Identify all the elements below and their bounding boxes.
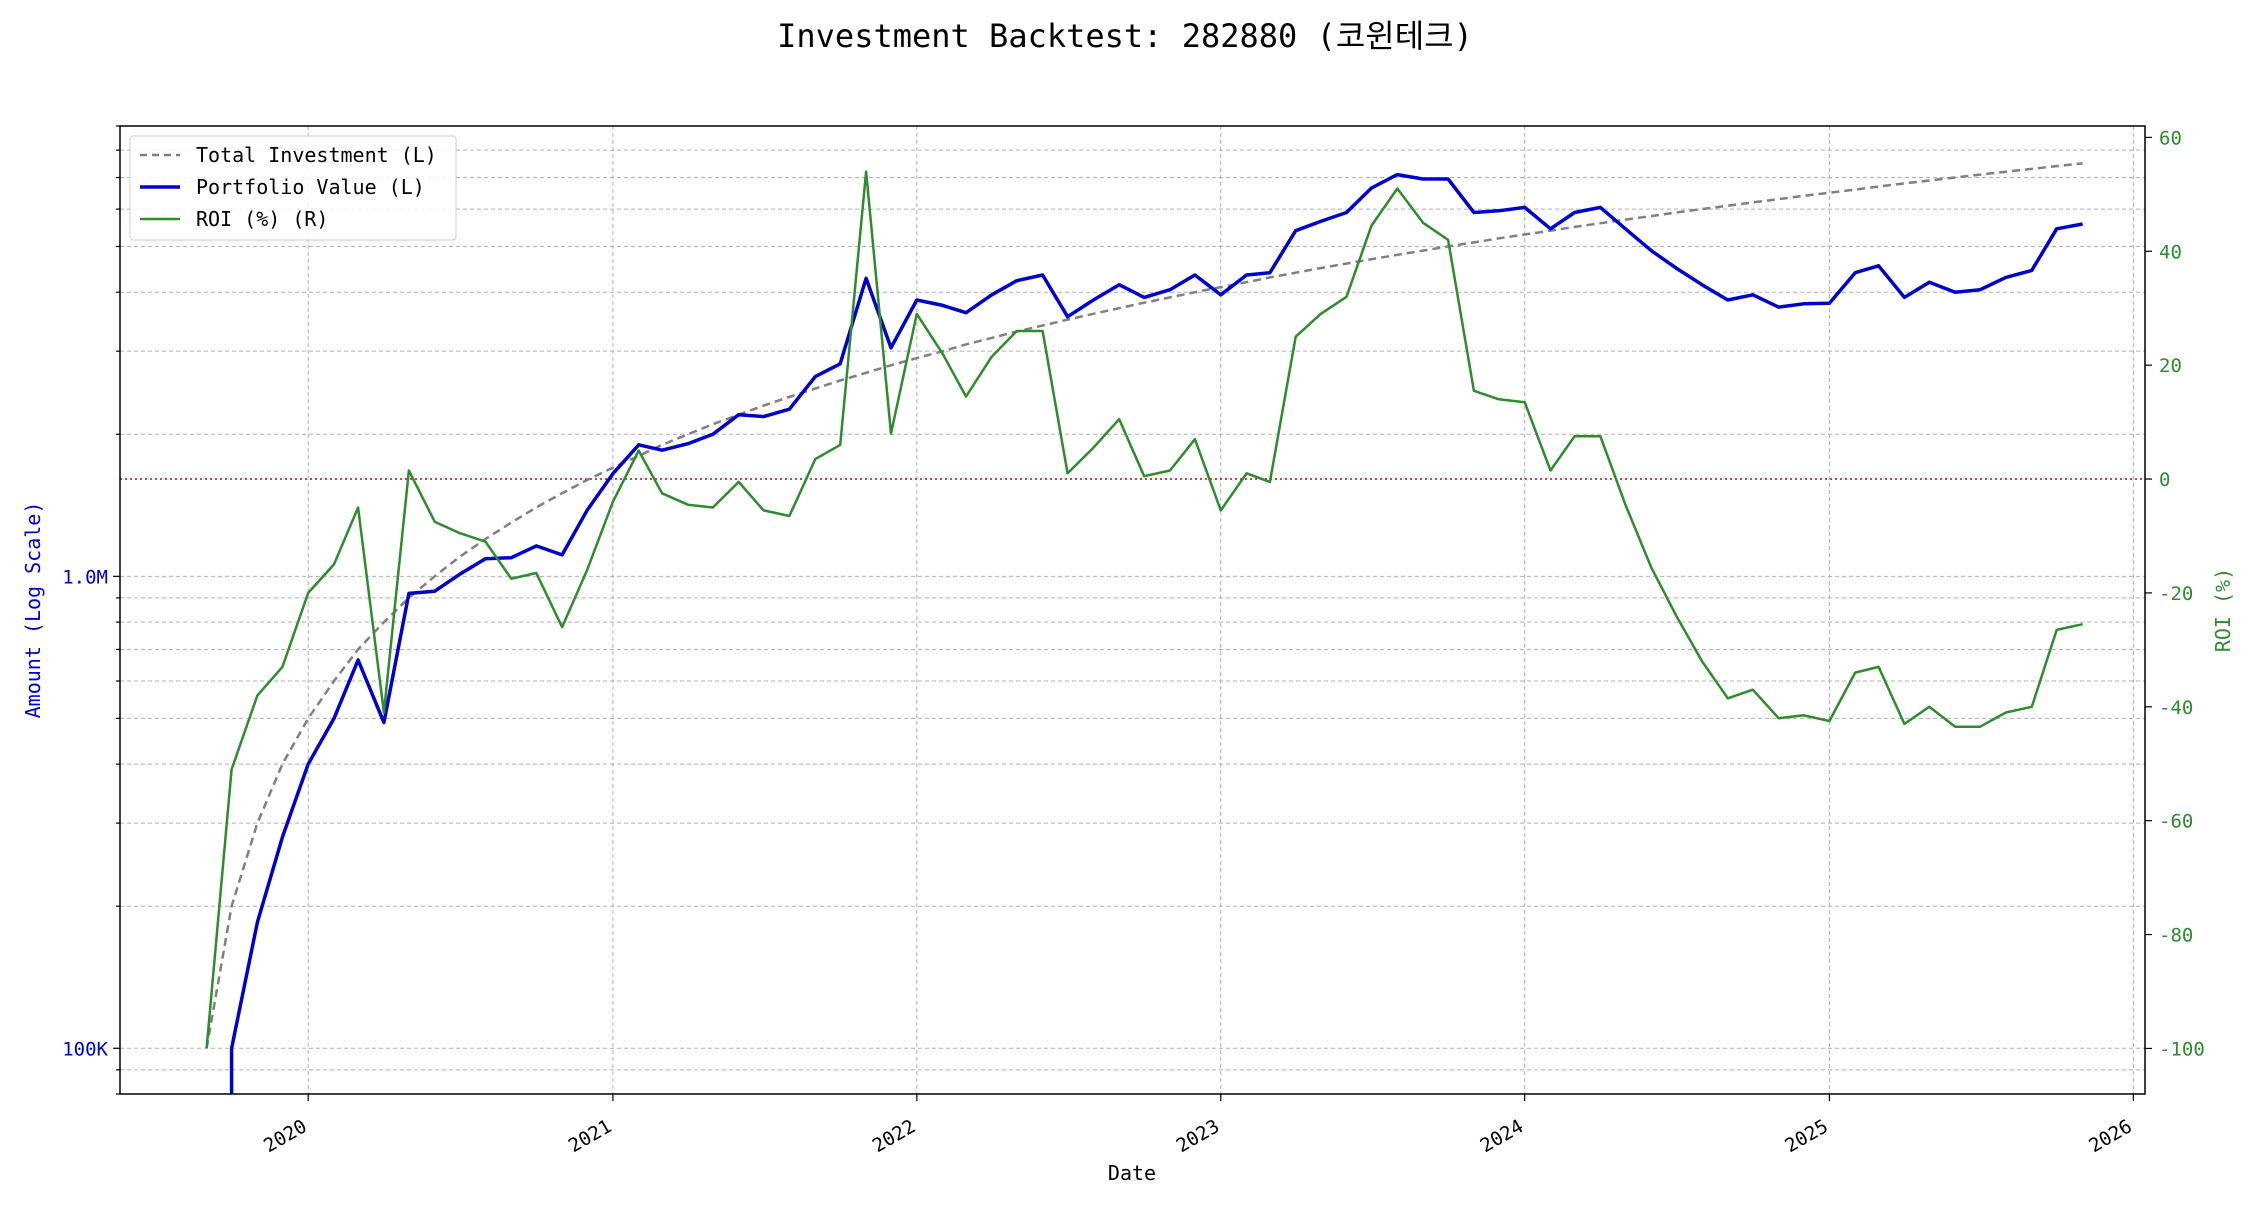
tick-label-left: 1.0M: [62, 566, 108, 588]
plot-frame: [119, 125, 2146, 1095]
tick-label-x: 2021: [565, 1115, 616, 1157]
chart-title: Investment Backtest: 282880 (코윈테크): [777, 17, 1473, 55]
legend-label-investment: Total Investment (L): [196, 143, 437, 167]
tick-label-right: -100: [2159, 1038, 2205, 1060]
legend: Total Investment (L) Portfolio Value (L)…: [129, 135, 457, 241]
grid-lines: [120, 125, 2145, 1095]
tick-label-x: 2022: [869, 1115, 920, 1157]
tick-label-left: 100K: [62, 1038, 108, 1060]
tick-label-right: -60: [2159, 811, 2193, 833]
tick-label-x: 2023: [1173, 1115, 1224, 1157]
y-axis-right-label: ROI (%): [2211, 568, 2235, 652]
tick-label-x: 2026: [2085, 1115, 2136, 1157]
y-axis-left-label: Amount (Log Scale): [21, 502, 45, 719]
tick-label-right: -80: [2159, 925, 2193, 947]
tick-label-right: -40: [2159, 697, 2193, 719]
legend-label-portfolio: Portfolio Value (L): [196, 175, 425, 199]
tick-label-right: 0: [2159, 469, 2170, 491]
tick-label-right: 20: [2159, 355, 2182, 377]
tick-label-right: 60: [2159, 127, 2182, 149]
tick-label-x: 2024: [1477, 1115, 1528, 1157]
series-portfolio-value: [229, 172, 2083, 1094]
tick-label-right: 40: [2159, 241, 2182, 263]
x-axis-label: Date: [1108, 1161, 1156, 1185]
tick-layer: 100K 1.0M 60 40 20 0 -20 -40 -60 -80 -100 2020 2021 2…: [62, 125, 2205, 1157]
legend-box: [129, 135, 457, 241]
series-total-investment: [205, 162, 2083, 1049]
legend-label-roi: ROI (%) (R): [196, 207, 328, 231]
tick-label-x: 2020: [260, 1115, 311, 1157]
series-roi: [205, 170, 2083, 1049]
tick-label-right: -20: [2159, 583, 2193, 605]
series-layer: [205, 162, 2083, 1094]
tick-label-x: 2025: [1781, 1115, 1832, 1157]
